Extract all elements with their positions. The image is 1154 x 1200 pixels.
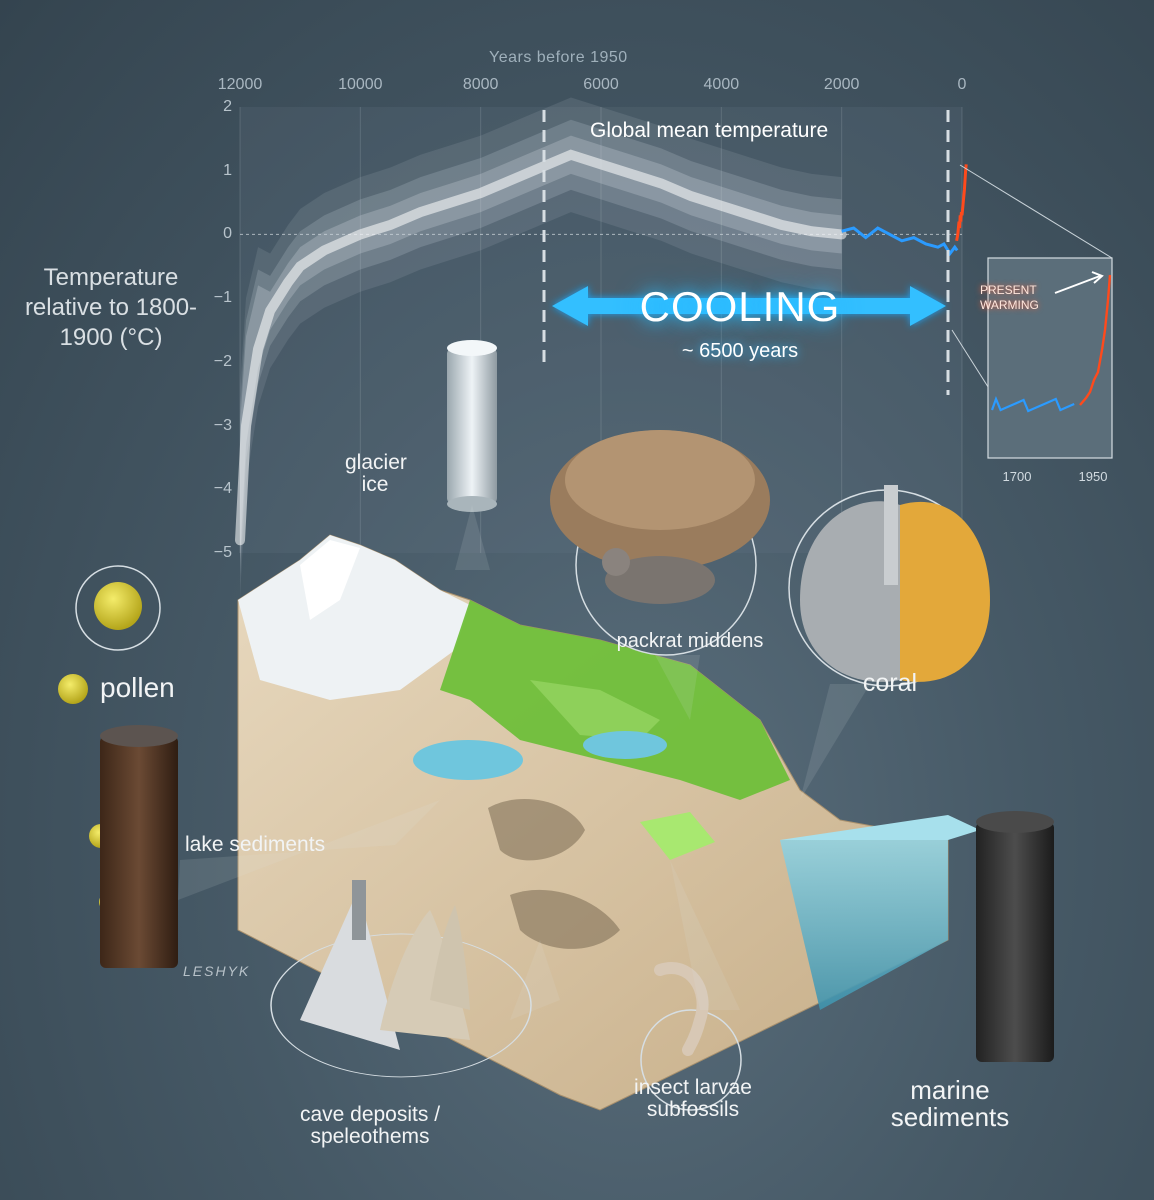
modern-red-series bbox=[955, 164, 968, 242]
coral-sample bbox=[800, 485, 990, 682]
x-axis-title: Years before 1950 bbox=[489, 49, 628, 66]
y-tick-label: −1 bbox=[213, 289, 232, 307]
cave-deposits-label: cave deposits / speleothems bbox=[299, 1103, 441, 1149]
x-tick-label: 6000 bbox=[583, 76, 619, 93]
coral-label: coral bbox=[862, 669, 918, 697]
y-tick-label: −5 bbox=[213, 544, 232, 561]
x-tick-label: 12000 bbox=[217, 76, 263, 93]
insect-larva bbox=[654, 962, 709, 1056]
pollen-label: pollen bbox=[100, 672, 175, 703]
cooling-duration-label: ~ 6500 years bbox=[681, 340, 799, 362]
inset-tick-1950: 1950 bbox=[1078, 469, 1108, 484]
inset-blue-series bbox=[990, 395, 1075, 413]
y-tick-label: 1 bbox=[223, 161, 232, 179]
lake-sediment-core bbox=[100, 725, 178, 968]
y-tick-label: −4 bbox=[213, 480, 232, 498]
temperature-series bbox=[841, 164, 968, 257]
cooling-arrow bbox=[552, 286, 946, 326]
y-axis-title: Temperature relative to 1800-1900 (°C) bbox=[24, 264, 198, 351]
cooling-label: COOLING bbox=[639, 283, 841, 330]
artist-signature: LESHYK bbox=[183, 963, 251, 979]
uncertainty-band-2 bbox=[240, 135, 842, 560]
modern-blue-series bbox=[841, 226, 959, 257]
inset-tick-1700: 1700 bbox=[1002, 469, 1032, 484]
present-warming-label: PRESENT WARMING bbox=[980, 283, 1039, 312]
x-tick-label: 8000 bbox=[462, 76, 499, 93]
insect-larvae-label: insect larvae subfossils bbox=[634, 1076, 752, 1122]
present-warming-arrow bbox=[1054, 271, 1104, 294]
marine-sediments-label: marine sediments bbox=[890, 1075, 1010, 1133]
callout-beams bbox=[178, 505, 870, 1020]
x-tick-label: 2000 bbox=[823, 76, 860, 93]
x-tick-label: 4000 bbox=[703, 76, 740, 93]
uncertainty-band-1 bbox=[240, 119, 842, 576]
temperature-uncertainty-band bbox=[235, 97, 847, 598]
inset-red-series bbox=[1079, 274, 1112, 406]
glacier-ice-core bbox=[447, 340, 497, 512]
chart-plot-area bbox=[235, 97, 968, 598]
x-tick-label: 0 bbox=[957, 76, 967, 93]
y-tick-label: 2 bbox=[223, 98, 232, 115]
lake-sediments-label: lake sediments bbox=[185, 833, 326, 856]
chart-title: Global mean temperature bbox=[590, 119, 829, 142]
present-warming-inset bbox=[951, 164, 1113, 459]
y-tick-label: −3 bbox=[213, 416, 232, 434]
x-tick-label: 10000 bbox=[338, 76, 383, 93]
packrat-middens-label: packrat middens bbox=[616, 630, 764, 652]
packrat-midden bbox=[550, 430, 770, 604]
holocene-temperature-line bbox=[235, 149, 847, 546]
y-tick-label: −2 bbox=[213, 352, 232, 370]
speleothem-sample bbox=[300, 880, 470, 1050]
marine-sediment-core bbox=[976, 811, 1054, 1062]
glacier-ice-label: glacier ice bbox=[345, 451, 407, 497]
y-tick-label: 0 bbox=[223, 225, 232, 243]
